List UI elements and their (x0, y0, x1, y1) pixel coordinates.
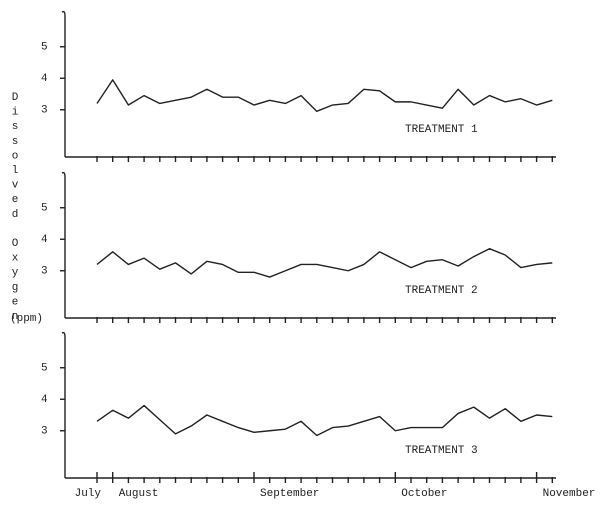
y-axis (61, 331, 66, 478)
y-tick-label: 4 (41, 394, 48, 406)
y-tick-label: 5 (41, 42, 48, 54)
data-line (96, 248, 553, 278)
y-tick-label: 5 (41, 203, 48, 215)
x-tick-label: September (260, 488, 319, 500)
data-line (96, 404, 553, 437)
data-line (96, 79, 553, 113)
y-axis (61, 10, 66, 157)
y-axis-unit: (ppm) (10, 313, 43, 325)
y-tick-label: 5 (41, 363, 48, 375)
y-tick-label: 3 (41, 266, 48, 278)
x-tick-label: October (401, 488, 447, 500)
y-tick-label: 3 (41, 426, 48, 438)
annotation: TREATMENT 3 (405, 445, 478, 457)
y-axis-label: Dissolved Oxygen (9, 92, 21, 326)
x-tick-label: July (75, 488, 102, 500)
x-tick-label: August (119, 488, 159, 500)
y-tick-label: 4 (41, 234, 48, 246)
annotation: TREATMENT 2 (405, 285, 478, 297)
y-tick-label: 4 (41, 73, 48, 85)
annotation: TREATMENT 1 (405, 124, 478, 136)
y-axis (61, 171, 66, 318)
x-tick-label: November (543, 488, 596, 500)
y-tick-label: 3 (41, 105, 48, 117)
